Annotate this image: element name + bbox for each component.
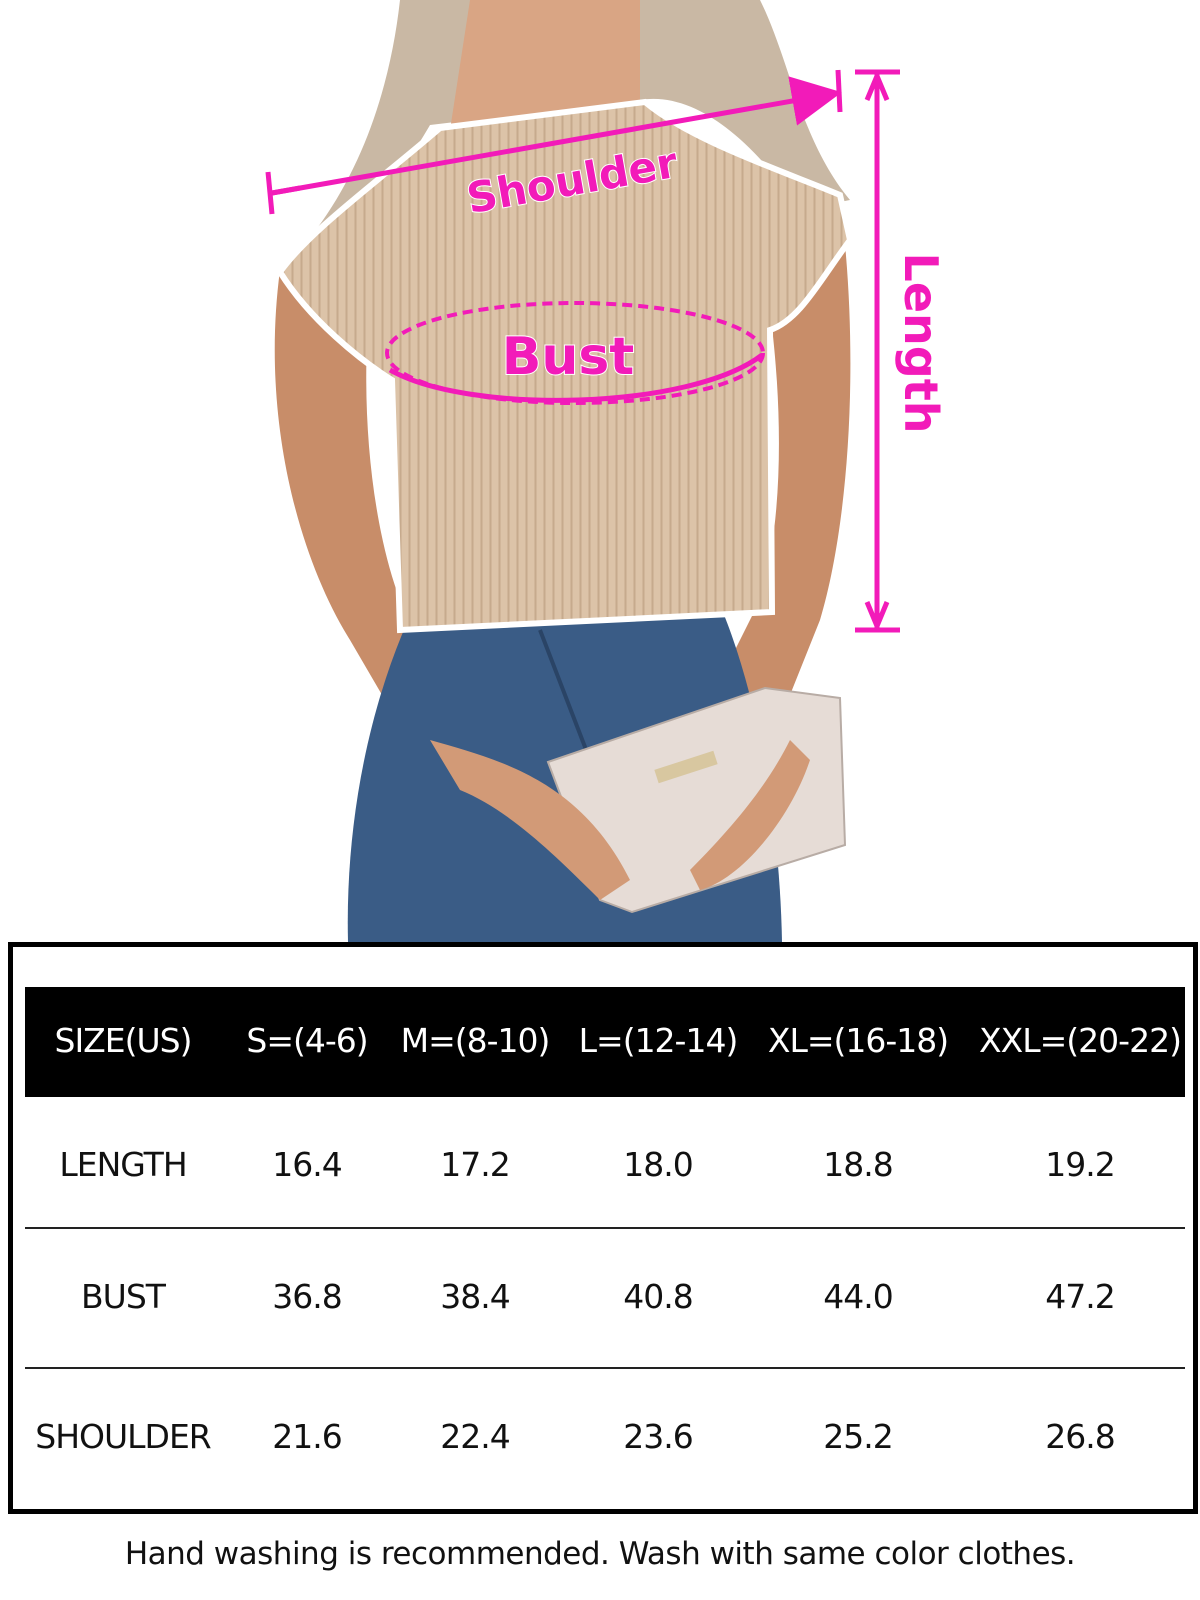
header-cell: M=(8-10) xyxy=(400,1021,551,1060)
table-cell: 40.8 xyxy=(623,1277,693,1316)
row-label: LENGTH xyxy=(59,1145,187,1184)
header-cell: XL=(16-18) xyxy=(767,1021,949,1060)
row-label: SHOULDER xyxy=(35,1417,211,1456)
table-row: BUST 36.8 38.4 40.8 44.0 47.2 xyxy=(25,1229,1185,1367)
table-row: SHOULDER 21.6 22.4 23.6 25.2 26.8 xyxy=(25,1369,1185,1507)
table-cell: 18.0 xyxy=(623,1145,693,1184)
length-measure: Length xyxy=(855,69,948,633)
row-divider xyxy=(25,1367,1185,1369)
product-photo: Shoulder Bust Length xyxy=(265,0,948,942)
table-header-row: SIZE(US) S=(4-6) M=(8-10) L=(12-14) XL=(… xyxy=(25,987,1185,1097)
header-cell: XXL=(20-22) xyxy=(979,1021,1182,1060)
table-cell: 16.4 xyxy=(272,1145,342,1184)
care-instructions: Hand washing is recommended. Wash with s… xyxy=(124,1536,1076,1572)
table-cell: 44.0 xyxy=(823,1277,893,1316)
row-label: BUST xyxy=(81,1277,166,1316)
row-divider xyxy=(25,1227,1185,1229)
size-chart-table: SIZE(US) S=(4-6) M=(8-10) L=(12-14) XL=(… xyxy=(8,942,1198,1514)
table-cell: 23.6 xyxy=(623,1417,693,1456)
table-cell: 17.2 xyxy=(440,1145,510,1184)
table-cell: 38.4 xyxy=(440,1277,510,1316)
table-row: LENGTH 16.4 17.2 18.0 18.8 19.2 xyxy=(25,1097,1185,1235)
header-cell: L=(12-14) xyxy=(578,1021,739,1060)
table-cell: 25.2 xyxy=(823,1417,893,1456)
table-cell: 21.6 xyxy=(272,1417,342,1456)
length-label: Length xyxy=(894,253,948,434)
right-arm xyxy=(700,200,851,760)
sweater xyxy=(276,98,854,634)
table-cell: 22.4 xyxy=(440,1417,510,1456)
table-cell: 47.2 xyxy=(1045,1277,1115,1316)
table-cell: 26.8 xyxy=(1045,1417,1115,1456)
bust-measure: Bust xyxy=(385,301,765,405)
table-cell: 36.8 xyxy=(272,1277,342,1316)
header-cell: SIZE(US) xyxy=(54,1021,193,1060)
hair xyxy=(300,0,850,250)
left-arm xyxy=(274,270,470,760)
table-cell: 18.8 xyxy=(823,1145,893,1184)
bust-label: Bust xyxy=(502,327,634,387)
table-cell: 19.2 xyxy=(1045,1145,1115,1184)
header-cell: S=(4-6) xyxy=(246,1021,368,1060)
